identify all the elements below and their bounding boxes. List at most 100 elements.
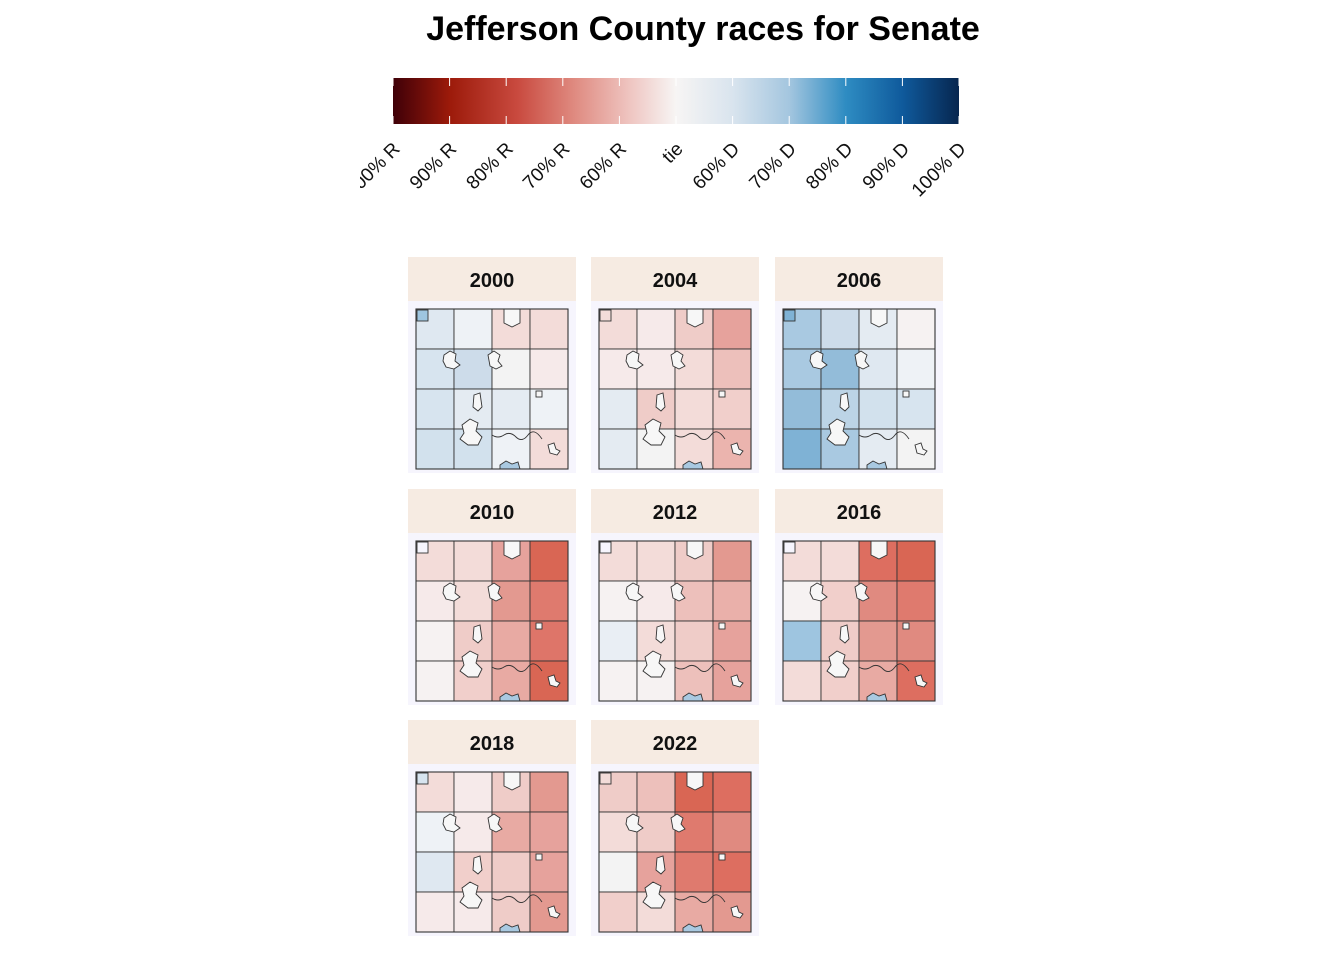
city-south <box>642 881 666 909</box>
district-c2 <box>636 811 676 853</box>
city-south <box>459 418 483 446</box>
district-w4 <box>415 428 455 470</box>
town-east <box>902 622 910 630</box>
district-w3 <box>782 388 822 430</box>
city-north <box>503 540 521 560</box>
county-border <box>415 308 569 470</box>
river <box>491 894 543 903</box>
district-c4-east <box>858 428 898 470</box>
city-west <box>625 582 644 602</box>
town-southeast <box>547 674 561 688</box>
town-east <box>902 390 910 398</box>
district-w3 <box>598 388 638 430</box>
city-south <box>826 650 850 678</box>
city-center <box>487 813 503 833</box>
district-c3-east <box>674 620 714 662</box>
panel-year-label: 2018 <box>470 733 515 755</box>
district-c2 <box>453 580 493 622</box>
city-west <box>442 582 461 602</box>
city-north <box>503 308 521 328</box>
panel-year-label: 2000 <box>470 270 515 292</box>
city-west <box>809 350 828 370</box>
panel-strip <box>408 720 576 764</box>
town-east <box>718 853 726 861</box>
panel-strip <box>591 720 759 764</box>
county-border <box>598 771 752 933</box>
city-south <box>826 418 850 446</box>
district-w3 <box>782 620 822 662</box>
panel-strip <box>775 489 943 533</box>
city-north <box>503 771 521 791</box>
district-ne <box>712 308 752 350</box>
panel-year-label: 2022 <box>653 733 698 755</box>
district-c3-east <box>674 388 714 430</box>
city-south <box>459 650 483 678</box>
city-west <box>442 350 461 370</box>
district-c3-east <box>858 388 898 430</box>
district-w3 <box>415 388 455 430</box>
city-south-center <box>472 855 483 875</box>
city-south-center <box>655 855 666 875</box>
district-ne <box>529 771 569 813</box>
town-east <box>718 390 726 398</box>
city-south <box>642 418 666 446</box>
city-west <box>625 350 644 370</box>
district-c2 <box>820 348 860 390</box>
district-c4-east <box>491 891 531 933</box>
page-title: Jefferson County races for Senate <box>426 10 980 48</box>
district-nc <box>820 540 860 582</box>
district-c4-east <box>491 428 531 470</box>
town-southeast <box>547 905 561 919</box>
town-east <box>535 853 543 861</box>
district-c3 <box>636 388 676 430</box>
district-ne <box>896 540 936 582</box>
city-center <box>854 582 870 602</box>
town-east <box>535 390 543 398</box>
district-ne <box>712 771 752 813</box>
district-nw-corner <box>599 309 612 322</box>
district-e2 <box>529 811 569 853</box>
map-panel-2022: 2022 <box>591 720 759 936</box>
city-south <box>642 650 666 678</box>
river <box>674 663 726 672</box>
district-w4 <box>782 428 822 470</box>
district-w4 <box>782 660 822 702</box>
town-southeast <box>914 442 928 456</box>
river <box>491 431 543 440</box>
district-c2 <box>636 348 676 390</box>
district-ne <box>896 308 936 350</box>
map-panel-2016: 2016 <box>775 489 943 705</box>
town-east <box>535 622 543 630</box>
county-border <box>782 308 936 470</box>
district-nw-corner <box>416 541 429 554</box>
city-north <box>686 540 704 560</box>
district-c4-east <box>858 660 898 702</box>
district-nc <box>820 308 860 350</box>
district-w3 <box>598 851 638 893</box>
district-ne <box>529 308 569 350</box>
county-border <box>598 540 752 702</box>
district-e2 <box>529 580 569 622</box>
district-e2 <box>712 580 752 622</box>
river <box>858 431 910 440</box>
county-border <box>415 540 569 702</box>
district-nc <box>636 771 676 813</box>
district-c2 <box>453 348 493 390</box>
district-nw-corner <box>783 541 796 554</box>
district-w4 <box>415 660 455 702</box>
city-north <box>686 771 704 791</box>
city-center <box>487 582 503 602</box>
district-nc <box>636 308 676 350</box>
city-south-center <box>472 624 483 644</box>
map-panel-2012: 2012 <box>591 489 759 705</box>
district-w4 <box>598 428 638 470</box>
county-border <box>782 540 936 702</box>
city-south-center <box>655 624 666 644</box>
district-nw-corner <box>599 772 612 785</box>
city-west <box>809 582 828 602</box>
district-e2 <box>529 348 569 390</box>
city-west <box>625 813 644 833</box>
panel-strip <box>775 257 943 301</box>
panel-year-label: 2010 <box>470 502 515 524</box>
river <box>491 663 543 672</box>
